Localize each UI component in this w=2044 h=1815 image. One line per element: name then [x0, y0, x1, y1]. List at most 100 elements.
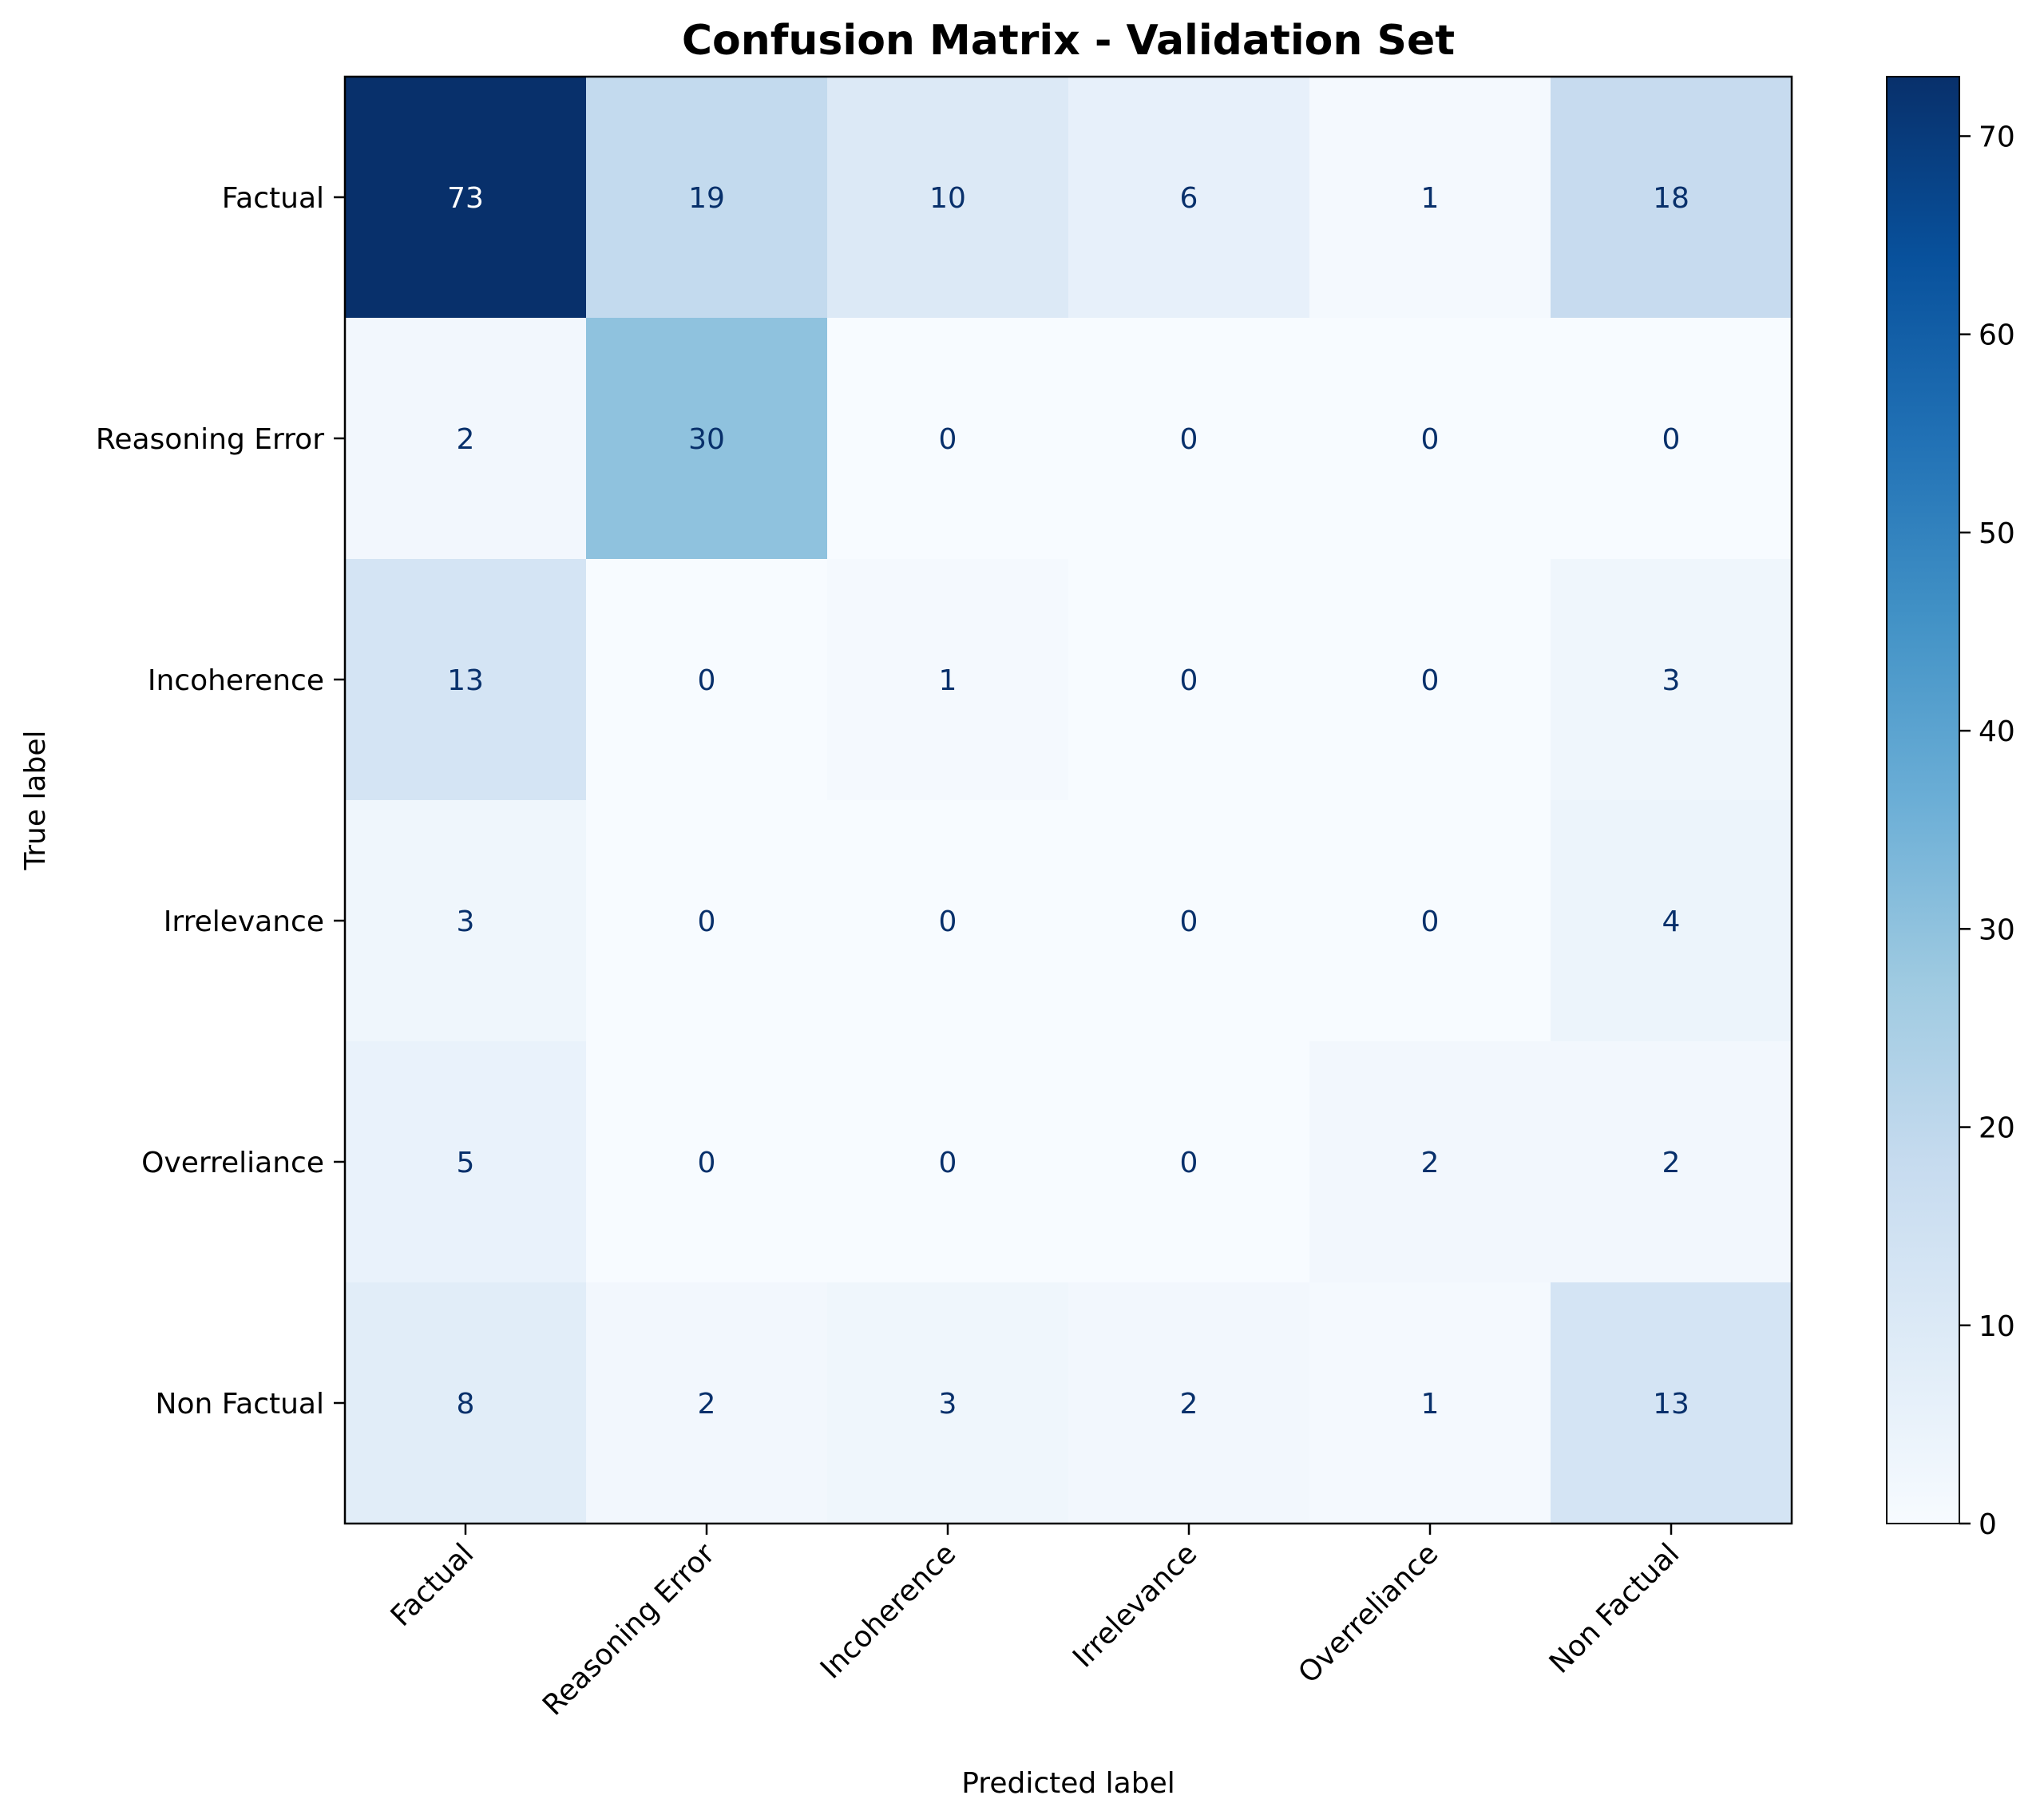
cell-value-0-3: 6 — [1180, 182, 1198, 215]
cell-2-0 — [345, 559, 587, 801]
colorbar-tick-label: 10 — [1979, 1310, 2015, 1343]
x-tick-label: Incoherence — [814, 1537, 962, 1685]
cell-2-1 — [586, 559, 828, 801]
cell-0-1 — [586, 77, 828, 319]
cell-value-4-4: 2 — [1421, 1147, 1440, 1179]
cell-value-1-2: 0 — [939, 423, 957, 456]
cell-value-2-0: 13 — [447, 664, 484, 697]
cell-5-2 — [827, 1282, 1069, 1524]
cell-value-2-2: 1 — [939, 664, 957, 697]
x-tick-label: Factual — [385, 1537, 481, 1633]
y-tick-label: Factual — [222, 182, 324, 215]
cell-5-0 — [345, 1282, 587, 1524]
cell-2-2 — [827, 559, 1069, 801]
heatmap-cell-labels: 73 19 10 6 1 182 30 0 0 0 013 0 1 0 0 33 0 0 0 0 45 0 0 0 2 28 2 3 2… — [447, 182, 1689, 1421]
y-tick-label: Overreliance — [141, 1147, 324, 1179]
x-tick-label: Non Factual — [1543, 1537, 1686, 1680]
cell-value-3-1: 0 — [698, 906, 716, 938]
chart-title: Confusion Matrix - Validation Set — [682, 17, 1455, 65]
cell-2-4 — [1309, 559, 1551, 801]
y-axis: Factual Reasoning Error Incoherence Irrelev… — [96, 182, 345, 1421]
cell-value-3-0: 3 — [457, 906, 475, 938]
cell-3-1 — [586, 800, 828, 1042]
cell-4-0 — [345, 1041, 587, 1283]
cell-5-3 — [1068, 1282, 1310, 1524]
cell-value-2-4: 0 — [1421, 664, 1440, 697]
cell-value-3-5: 4 — [1662, 906, 1681, 938]
cell-value-4-2: 0 — [939, 1147, 957, 1179]
colorbar-tick-label: 60 — [1979, 319, 2015, 352]
cell-4-1 — [586, 1041, 828, 1283]
cell-4-2 — [827, 1041, 1069, 1283]
cell-5-4 — [1309, 1282, 1551, 1524]
x-tick-label: Overreliance — [1292, 1537, 1444, 1690]
cell-value-3-3: 0 — [1180, 906, 1198, 938]
cell-4-5 — [1551, 1041, 1792, 1283]
x-axis: Factual Reasoning Error Incoherence Irrelev… — [385, 1524, 1686, 1722]
cell-value-1-1: 30 — [688, 423, 725, 456]
colorbar-tick-label: 20 — [1979, 1112, 2015, 1145]
cell-4-4 — [1309, 1041, 1551, 1283]
cell-value-5-4: 1 — [1421, 1388, 1440, 1421]
cell-value-0-0: 73 — [447, 182, 484, 215]
cell-4-3 — [1068, 1041, 1310, 1283]
x-tick-label: Irrelevance — [1067, 1537, 1203, 1674]
cell-2-3 — [1068, 559, 1310, 801]
plot-frame — [343, 75, 1793, 1525]
cell-0-2 — [827, 77, 1069, 319]
cell-1-2 — [827, 318, 1069, 560]
cell-value-1-5: 0 — [1662, 423, 1681, 456]
cell-value-5-5: 13 — [1653, 1388, 1689, 1421]
colorbar-ticks: 0 10 20 30 40 50 60 70 — [1959, 121, 2015, 1541]
heatmap-cells — [345, 77, 1792, 1524]
cell-value-0-4: 1 — [1421, 182, 1440, 215]
cell-5-1 — [586, 1282, 828, 1524]
cell-value-2-3: 0 — [1180, 664, 1198, 697]
cell-3-2 — [827, 800, 1069, 1042]
cell-value-5-3: 2 — [1180, 1388, 1198, 1421]
cell-3-3 — [1068, 800, 1310, 1042]
cell-value-3-2: 0 — [939, 906, 957, 938]
cell-3-0 — [345, 800, 587, 1042]
cell-1-1 — [586, 318, 828, 560]
colorbar — [1886, 76, 1960, 1524]
colorbar-tick-label: 0 — [1979, 1508, 1997, 1541]
cell-value-4-0: 5 — [457, 1147, 475, 1179]
cell-value-1-0: 2 — [457, 423, 475, 456]
colorbar-tick-label: 50 — [1979, 517, 2015, 550]
cell-value-0-1: 19 — [688, 182, 725, 215]
cell-1-0 — [345, 318, 587, 560]
y-axis-label: True label — [19, 731, 52, 871]
x-axis-label: Predicted label — [961, 1767, 1175, 1800]
cell-value-4-3: 0 — [1180, 1147, 1198, 1179]
cell-value-2-1: 0 — [698, 664, 716, 697]
cell-value-5-1: 2 — [698, 1388, 716, 1421]
cell-1-4 — [1309, 318, 1551, 560]
cell-0-3 — [1068, 77, 1310, 319]
colorbar-tick-label: 40 — [1979, 715, 2015, 748]
cell-value-5-0: 8 — [457, 1388, 475, 1421]
cell-5-5 — [1551, 1282, 1792, 1524]
colorbar-tick-label: 70 — [1979, 121, 2015, 153]
cell-value-0-2: 10 — [929, 182, 966, 215]
cell-value-5-2: 3 — [939, 1388, 957, 1421]
cell-2-5 — [1551, 559, 1792, 801]
y-tick-label: Incoherence — [148, 664, 324, 697]
cell-1-3 — [1068, 318, 1310, 560]
y-tick-label: Reasoning Error — [96, 423, 324, 456]
cell-value-4-1: 0 — [698, 1147, 716, 1179]
colorbar-tick-label: 30 — [1979, 913, 2015, 946]
cell-1-5 — [1551, 318, 1792, 560]
y-tick-label: Non Factual — [156, 1388, 324, 1421]
y-tick-label: Irrelevance — [164, 906, 324, 938]
cell-3-5 — [1551, 800, 1792, 1042]
cell-3-4 — [1309, 800, 1551, 1042]
cell-0-4 — [1309, 77, 1551, 319]
cell-value-0-5: 18 — [1653, 182, 1689, 215]
cell-value-2-5: 3 — [1662, 664, 1681, 697]
cell-0-5 — [1551, 77, 1792, 319]
cell-value-1-4: 0 — [1421, 423, 1440, 456]
cell-0-0 — [345, 77, 587, 319]
x-tick-label: Reasoning Error — [537, 1537, 721, 1722]
